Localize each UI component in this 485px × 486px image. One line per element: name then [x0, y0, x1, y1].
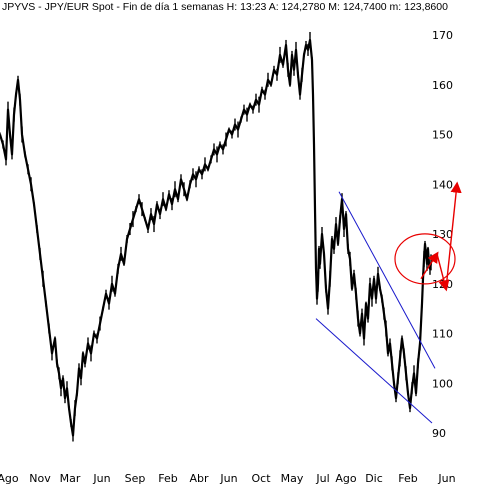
price-series-layer: [0, 31, 433, 442]
trend-channel: [315, 191, 436, 424]
x-tick-label: Mar: [60, 472, 81, 485]
y-tick-label: 100: [432, 377, 453, 390]
projection-arrow: [445, 181, 462, 289]
x-tick-label: Dic: [365, 472, 383, 485]
x-axis-ticks: Ago Nov Mar Jun Sep Feb Abr Jun Oct May Jul Ago Dic F…: [0, 472, 456, 485]
x-tick-label: Abr: [189, 472, 209, 485]
y-tick-label: 150: [432, 129, 453, 142]
x-tick-label: Sep: [125, 472, 146, 485]
projection-arrow: [420, 251, 439, 280]
annotation-layer: [394, 181, 462, 292]
x-tick-label: Feb: [158, 472, 177, 485]
price-line: [0, 38, 433, 437]
x-tick-label: Jul: [315, 472, 329, 485]
x-tick-label: Feb: [398, 472, 417, 485]
x-tick-label: Nov: [29, 472, 51, 485]
channel-upper-line: [338, 191, 436, 369]
y-tick-label: 140: [432, 178, 453, 191]
x-tick-label: Ago: [335, 472, 357, 485]
y-tick-label: 160: [432, 79, 453, 92]
x-tick-label: Jun: [437, 472, 455, 485]
highlight-ellipse: [394, 233, 456, 285]
y-tick-label: 170: [432, 29, 453, 42]
x-tick-label: May: [281, 472, 304, 485]
y-tick-label: 90: [432, 427, 446, 440]
x-tick-label: Jun: [92, 472, 110, 485]
x-tick-label: Ago: [0, 472, 19, 485]
x-tick-label: Oct: [251, 472, 271, 485]
y-tick-label: 130: [432, 228, 453, 241]
channel-lower-line: [315, 318, 433, 424]
projection-arrow: [436, 253, 450, 292]
x-tick-label: Jun: [219, 472, 237, 485]
y-tick-label: 110: [432, 328, 453, 341]
chart-header: JPYVS - JPY/EUR Spot - Fin de día 1 sema…: [2, 1, 448, 13]
